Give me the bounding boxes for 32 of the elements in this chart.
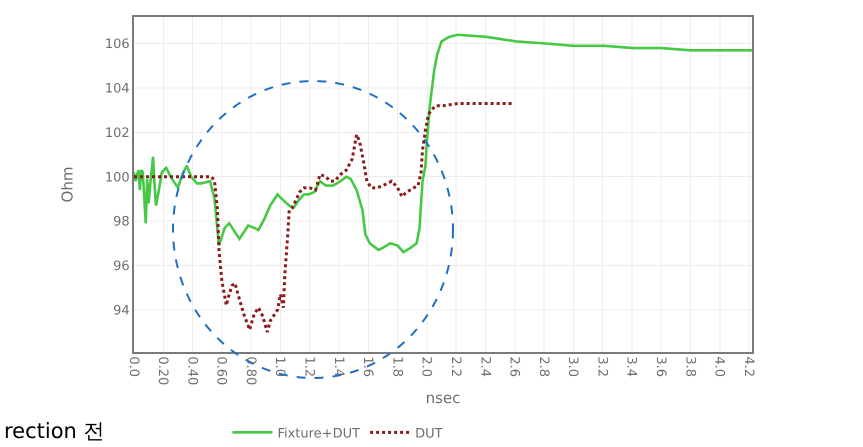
y-tick-label: 104: [104, 82, 130, 97]
x-tick-label: 1.8: [389, 356, 404, 378]
x-tick-label: 3.4: [624, 356, 639, 378]
x-tick-label: 3.6: [652, 356, 668, 378]
x-tick-label: 3.2: [594, 356, 610, 378]
x-tick-label: 1.2: [302, 356, 317, 378]
y-tick-label: 106: [104, 37, 130, 52]
x-tick-label: 2.0: [418, 356, 434, 378]
line-series: [134, 33, 752, 254]
x-tick-label: 2.8: [536, 356, 551, 378]
y-axis-title: Ohm: [58, 166, 77, 202]
x-tick-label: 2.4: [477, 356, 492, 378]
x-tick-label: 3.8: [682, 356, 698, 378]
text: rection 전: [4, 419, 105, 443]
y-tick-label: 94: [113, 303, 130, 318]
y-tick-label: 98: [113, 214, 130, 230]
legend-label: DUT: [415, 426, 443, 442]
x-tick-label: 3.0: [565, 356, 580, 378]
x-tick-label: 4.0: [712, 356, 727, 378]
x-tick-label: 0.0: [126, 356, 141, 378]
x-tick-label: 0.20: [155, 356, 170, 386]
x-axis-title: nsec: [426, 388, 460, 407]
x-tick-label: 0.40: [184, 356, 200, 386]
x-tick-label: 2.2: [448, 356, 463, 378]
y-tick-label: 102: [104, 126, 130, 141]
legend-label: Fixture+DUT: [277, 426, 360, 442]
x-tick-label: 0.60: [214, 356, 229, 386]
x-tick-label: 4.2: [740, 356, 756, 378]
y-tick-label: 96: [113, 259, 130, 274]
y-tick-label: 100: [104, 170, 130, 186]
x-tick-label: 2.6: [506, 356, 522, 378]
x-tick-label: 1.6: [360, 356, 376, 378]
